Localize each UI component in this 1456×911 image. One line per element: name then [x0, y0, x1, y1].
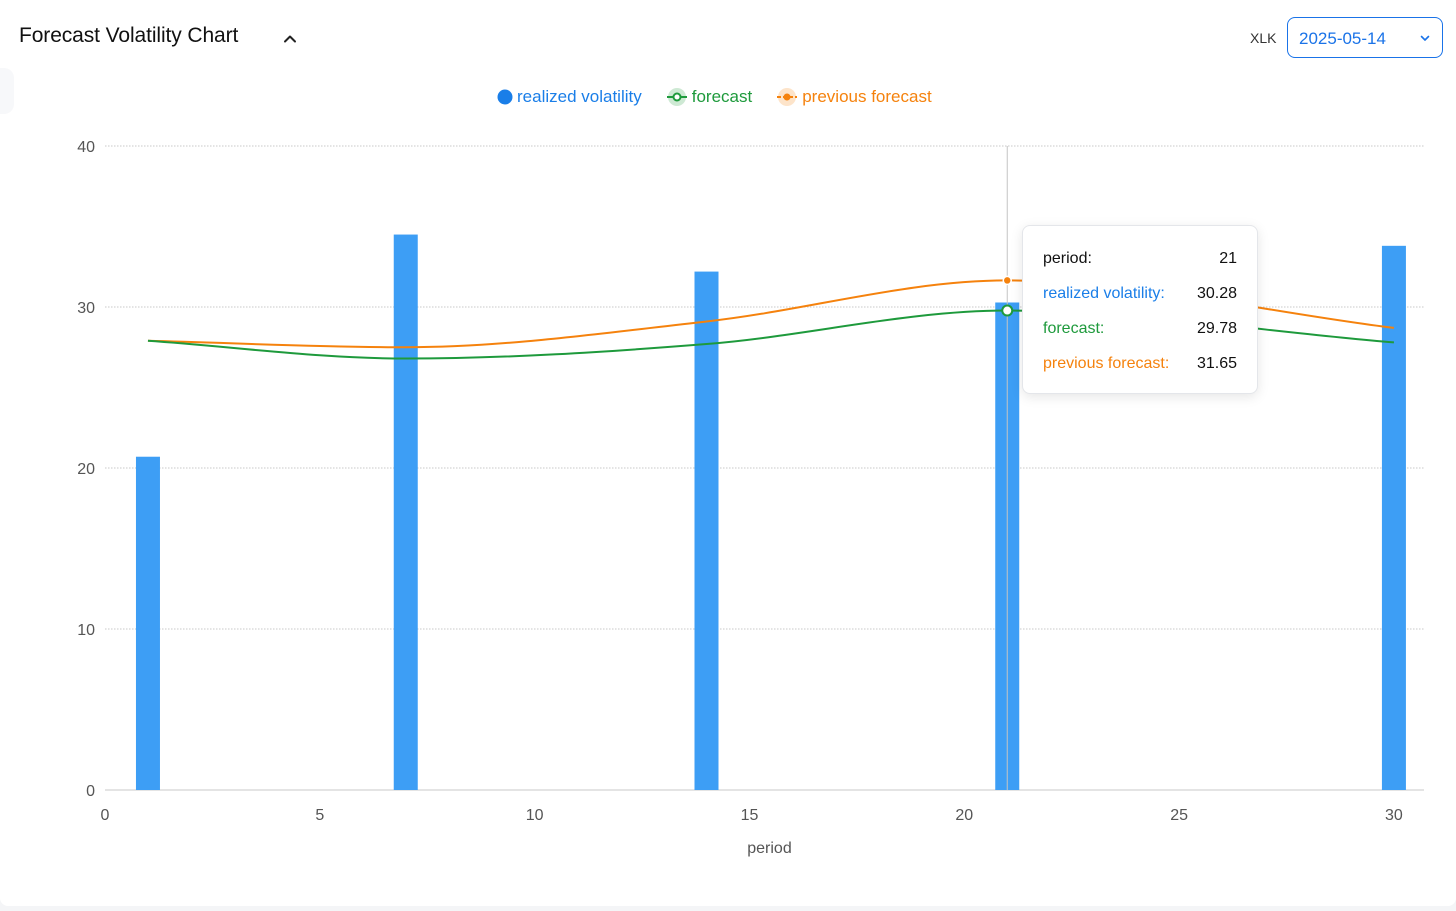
ticker-label: XLK — [1250, 30, 1277, 46]
y-tick-label: 10 — [77, 622, 95, 639]
tooltip-label: previous forecast: — [1043, 355, 1170, 372]
page-title: Forecast Volatility Chart — [19, 24, 239, 47]
panel-header: Forecast Volatility Chart XLK 2025-05-14 — [0, 0, 1456, 76]
x-tick-label: 10 — [526, 807, 544, 824]
date-select[interactable]: 2025-05-14 — [1287, 17, 1443, 58]
tooltip-label: forecast: — [1043, 320, 1105, 337]
chevron-down-icon — [1420, 35, 1430, 41]
side-tab — [0, 68, 14, 114]
tooltip-row-forecast: forecast: 29.78 — [1043, 318, 1237, 340]
forecast-point — [1001, 304, 1014, 317]
tooltip-label: realized volatility: — [1043, 285, 1165, 302]
x-tick-label: 0 — [101, 807, 110, 824]
y-tick-label: 30 — [77, 300, 95, 317]
bar — [393, 234, 418, 791]
bar — [1381, 245, 1406, 790]
date-select-value: 2025-05-14 — [1299, 29, 1386, 48]
tooltip-row-previous: previous forecast: 31.65 — [1043, 353, 1237, 375]
chart-tooltip: period: 21 realized volatility: 30.28 fo… — [1022, 225, 1258, 394]
tooltip-value: 29.78 — [1196, 320, 1237, 337]
chart-legend: realized volatility forecast previous fo… — [497, 86, 932, 108]
y-tick-label: 40 — [77, 139, 95, 156]
tooltip-value: 21 — [1219, 250, 1237, 267]
previous-forecast-point — [1002, 275, 1012, 286]
legend-label-realized: realized volatility — [517, 87, 642, 106]
tooltip-row-realized: realized volatility: 30.28 — [1043, 283, 1237, 305]
x-tick-label: 5 — [315, 807, 324, 824]
legend-label-forecast: forecast — [691, 87, 753, 106]
legend-item-forecast[interactable]: forecast — [666, 87, 752, 107]
tooltip-value: 30.28 — [1196, 285, 1237, 302]
x-tick-label: 20 — [955, 807, 973, 824]
collapse-button[interactable] — [279, 28, 301, 50]
legend-line-marker-icon — [777, 88, 798, 106]
legend-line-marker-icon — [666, 88, 687, 106]
bar — [135, 456, 160, 790]
tooltip-value: 31.65 — [1196, 355, 1237, 372]
x-tick-label: 30 — [1385, 807, 1403, 824]
legend-label-previous: previous forecast — [802, 87, 932, 106]
legend-item-realized[interactable]: realized volatility — [497, 87, 642, 107]
y-tick-label: 20 — [77, 461, 95, 478]
chevron-up-icon — [284, 35, 296, 43]
y-tick-label: 0 — [86, 783, 95, 800]
bar — [694, 271, 719, 791]
tooltip-label: period: — [1043, 250, 1092, 267]
x-axis-title: period — [747, 840, 791, 857]
tooltip-row-period: period: 21 — [1043, 248, 1237, 270]
legend-circle-icon — [497, 89, 513, 105]
x-tick-label: 15 — [741, 807, 759, 824]
x-tick-label: 25 — [1170, 807, 1188, 824]
legend-item-previous[interactable]: previous forecast — [776, 87, 932, 107]
